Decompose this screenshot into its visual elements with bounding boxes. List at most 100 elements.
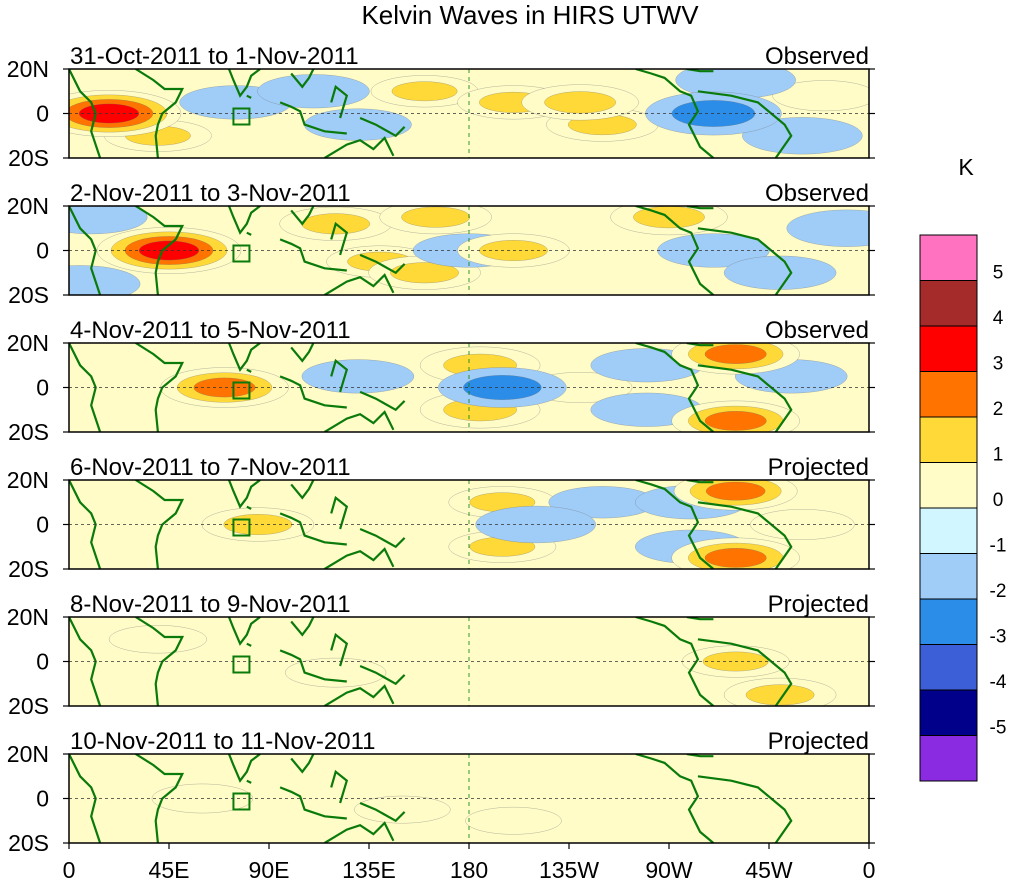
coastline [290, 480, 315, 500]
anomaly-contour [69, 206, 148, 235]
coastline [359, 664, 406, 686]
coastline [324, 410, 395, 432]
anomaly-contour [465, 806, 562, 835]
colorbar-tick-label: -4 [990, 672, 1007, 693]
x-tick-label: 90W [645, 857, 693, 883]
coastline [227, 754, 261, 783]
colorbar-tick-label: 1 [993, 445, 1004, 466]
x-tick-label: 45W [745, 857, 793, 883]
y-tick-label: 20N [7, 193, 49, 219]
panel-date-range: 8-Nov-2011 to 9-Nov-2011 [70, 591, 351, 618]
panel-status: Observed [765, 317, 869, 344]
reference-box [232, 107, 251, 126]
coastline [359, 116, 406, 138]
coastline [279, 786, 347, 820]
y-tick-label: 0 [36, 649, 49, 675]
y-tick-label: 20N [7, 741, 49, 767]
coastline [330, 769, 349, 804]
coastline [135, 480, 185, 569]
coastline [290, 69, 315, 89]
anomaly-contour [138, 240, 200, 261]
colorbar-bin [919, 553, 978, 600]
anomaly-contour [742, 117, 863, 155]
coastline [69, 480, 102, 569]
anomaly-contour [704, 548, 767, 568]
anomaly-contour [401, 206, 471, 228]
coastline [279, 101, 347, 135]
coastline [330, 632, 349, 667]
colorbar-bin [919, 507, 978, 554]
coastline [246, 779, 252, 784]
panel-5: 8-Nov-2011 to 9-Nov-2011 Projected 20N 0 20S [7, 591, 875, 719]
y-tick-label: 0 [36, 238, 49, 264]
colorbar-bin [919, 462, 978, 509]
colorbar-tick-label: -5 [990, 718, 1007, 739]
colorbar-bin [919, 735, 978, 782]
panel-2: 2-Nov-2011 to 3-Nov-2011 Observed 20N 0 20S [7, 180, 875, 308]
anomaly-contour [544, 91, 616, 114]
colorbar-bin [919, 234, 978, 281]
y-tick-label: 0 [36, 101, 49, 127]
coastline [135, 617, 185, 706]
panel-status: Observed [765, 180, 869, 207]
y-tick-label: 20N [7, 467, 49, 493]
coastline [324, 273, 395, 295]
x-tick-label: 45E [149, 857, 190, 883]
colorbar: K 5 4 3 2 1 0 -1 -2 -3 -4 -5 [919, 154, 1007, 782]
coastline [635, 480, 715, 569]
y-tick-label: 20S [8, 419, 49, 445]
x-tick-label: 135W [539, 857, 599, 883]
y-tick-label: 20S [8, 282, 49, 308]
reference-box [232, 792, 251, 811]
x-axis: 0 45E 90E 135E 180 135W 90W 45W 0 [63, 843, 875, 883]
coastline [135, 206, 185, 295]
colorbar-tick-label: 5 [993, 263, 1004, 284]
anomaly-contour [354, 795, 451, 824]
coastline [227, 617, 261, 646]
coastline [635, 343, 715, 432]
anomaly-field [151, 783, 562, 835]
coastline [227, 343, 261, 372]
anomaly-contour [786, 209, 869, 247]
coastline [135, 343, 185, 432]
anomaly-contour [301, 359, 415, 394]
y-tick-label: 0 [36, 786, 49, 812]
coastlines [69, 480, 793, 569]
coastline [279, 375, 347, 409]
panel-status: Projected [768, 591, 869, 618]
panel-3: 4-Nov-2011 to 5-Nov-2011 Observed 20N 0 20S [7, 317, 875, 445]
colorbar-bin [919, 598, 978, 645]
colorbar-units-label: K [958, 154, 974, 180]
panel-status: Projected [768, 454, 869, 481]
coastline [135, 754, 185, 843]
coastline [69, 617, 102, 706]
coastline [227, 206, 261, 235]
y-tick-label: 20S [8, 145, 49, 171]
y-tick-label: 20N [7, 330, 49, 356]
colorbar-tick-label: -3 [990, 627, 1007, 648]
x-tick-label: 90E [249, 857, 290, 883]
colorbar-bin [919, 371, 978, 418]
x-tick-label: 0 [63, 857, 76, 883]
y-tick-label: 0 [36, 375, 49, 401]
reference-box [232, 244, 251, 263]
panel-4: 6-Nov-2011 to 7-Nov-2011 Projected 20N 0 20S [7, 454, 875, 582]
figure-title: Kelvin Waves in HIRS UTWV [361, 0, 699, 30]
y-tick-label: 20S [8, 556, 49, 582]
coastline [246, 231, 252, 236]
y-tick-label: 20S [8, 830, 49, 856]
panel-status: Observed [765, 43, 869, 70]
panel-date-range: 2-Nov-2011 to 3-Nov-2011 [70, 180, 351, 207]
coastline [359, 390, 406, 412]
anomaly-contour [704, 411, 767, 431]
coastline [324, 547, 395, 569]
anomaly-contour [705, 481, 766, 501]
coastline [246, 368, 252, 373]
coastline [635, 206, 715, 295]
anomaly-contour [69, 265, 141, 295]
coastline [290, 206, 315, 226]
panel-date-range: 10-Nov-2011 to 11-Nov-2011 [70, 728, 376, 755]
panel-date-range: 4-Nov-2011 to 5-Nov-2011 [70, 317, 351, 344]
coastline [635, 754, 715, 843]
x-tick-label: 135E [342, 857, 396, 883]
